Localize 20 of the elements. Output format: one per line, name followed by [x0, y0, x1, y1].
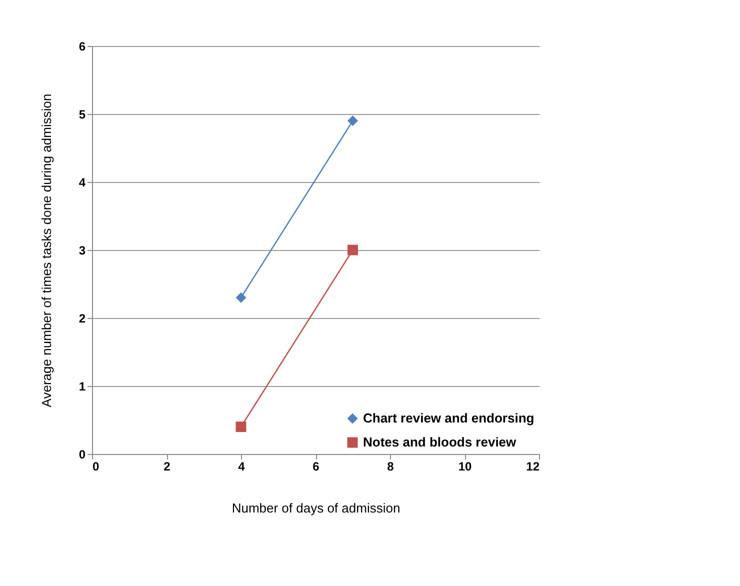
point — [348, 116, 358, 126]
x-tick-label: 6 — [312, 460, 320, 474]
legend-label: Notes and bloods review — [363, 434, 518, 450]
x-tick-label: 12 — [526, 460, 540, 474]
y-tick-label: 3 — [78, 244, 86, 258]
x-tick-label: 8 — [387, 460, 394, 474]
x-axis-title: Number of days of admission — [232, 500, 400, 516]
x-tick-label: 10 — [458, 460, 472, 474]
y-tick-label: 4 — [78, 176, 86, 190]
x-tick-label: 0 — [92, 460, 100, 474]
y-tick-label: 2 — [78, 312, 86, 326]
y-tick-label: 1 — [78, 380, 86, 394]
point — [236, 292, 246, 303]
y-axis-title: Average number of times tasks done during admission — [38, 94, 54, 408]
y-tick-label: 5 — [78, 108, 86, 122]
y-tick-label: 6 — [78, 40, 86, 54]
legend-label: Chart review and endorsing — [363, 410, 534, 426]
x-tick-label: 4 — [238, 460, 246, 474]
x-tick-label: 2 — [164, 460, 171, 474]
y-tick-label: 0 — [78, 448, 86, 462]
